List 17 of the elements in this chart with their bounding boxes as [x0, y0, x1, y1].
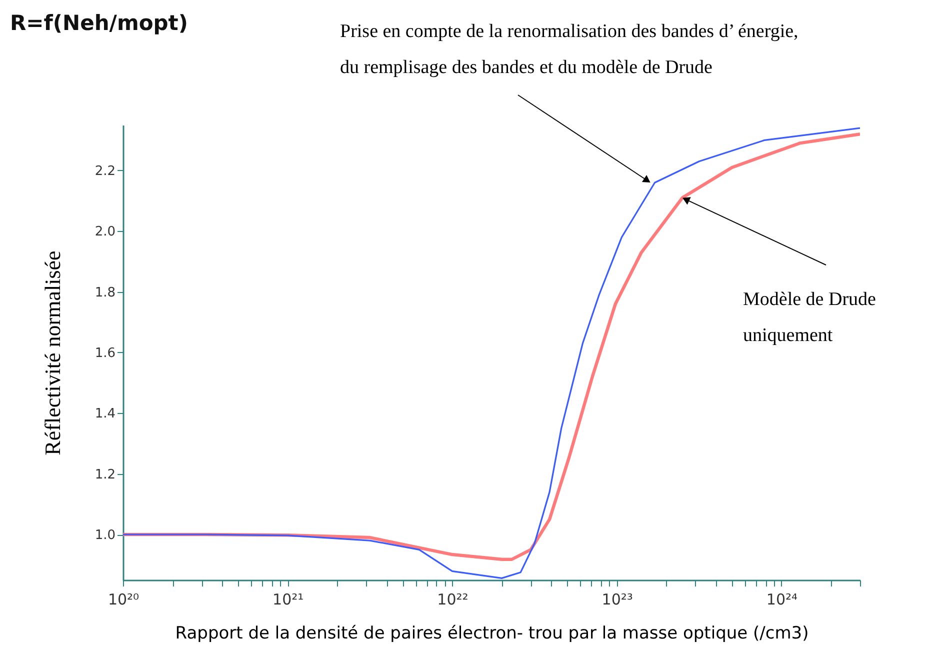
y-tick-label: 1.8	[94, 285, 116, 300]
x-tick-label: 10²³	[602, 590, 633, 608]
annotation: Prise en compte de la renormalisation des bandes d’ énergie, du remplisage des bandes et du modèle de Drude	[340, 21, 798, 78]
y-tick-label: 1.0	[94, 528, 116, 543]
x-axis-title: Rapport de la densité de paires électron- trou par la masse optique (/cm3)	[175, 624, 809, 644]
x-tick-label: 10²⁴	[766, 590, 798, 608]
y-axis-title: Réflectivité normalisée	[40, 250, 65, 456]
y-tick-label: 1.2	[94, 467, 116, 482]
annotation: Modèle de Drude uniquement	[743, 289, 876, 346]
y-tick-label: 1.4	[94, 406, 116, 422]
chart-title: R=f(Neh/mopt)	[10, 11, 188, 35]
x-tick-label: 10²⁰	[108, 590, 140, 608]
y-tick-label: 1.6	[94, 346, 116, 361]
x-tick-label: 10²²	[437, 590, 468, 608]
y-tick-label: 2.0	[94, 224, 116, 240]
x-tick-label: 10²¹	[272, 590, 304, 608]
y-tick-label: 2.2	[94, 164, 116, 179]
